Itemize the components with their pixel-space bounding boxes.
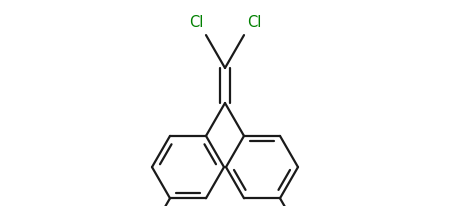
Text: Cl: Cl — [247, 15, 261, 30]
Text: Cl: Cl — [189, 15, 203, 30]
